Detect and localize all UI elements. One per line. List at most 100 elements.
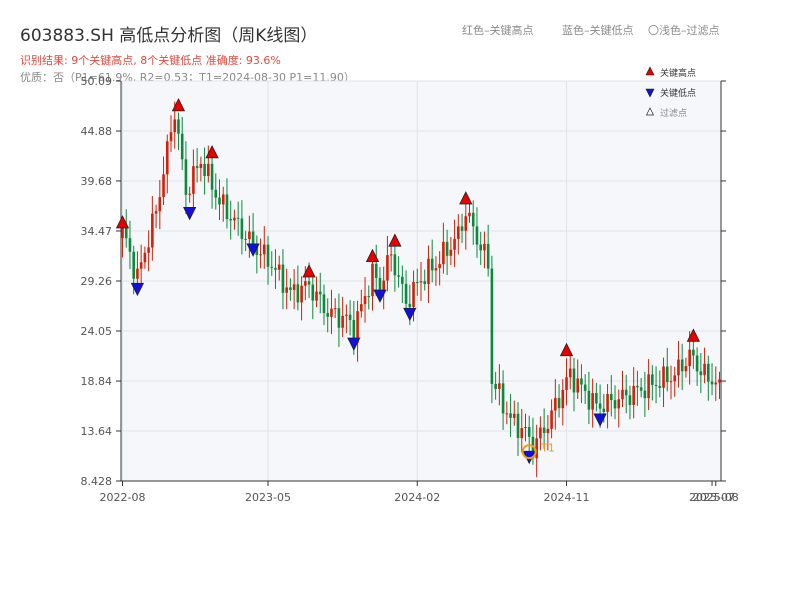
candle-body [333, 308, 337, 310]
candle-body [468, 212, 471, 217]
key-low-marker [246, 243, 260, 257]
candle-body [311, 284, 315, 301]
candle-body [162, 174, 165, 198]
candle-body [688, 349, 691, 367]
candle-body [651, 374, 654, 385]
candle-body [568, 368, 572, 378]
candle-body [572, 368, 576, 393]
candle-body [165, 141, 169, 175]
candle-body [475, 226, 479, 245]
candle-body [423, 281, 427, 285]
candle-body [576, 378, 580, 393]
chart-title: 603883.SH 高低点分析图（周K线图） [20, 26, 318, 46]
candle-body [557, 398, 561, 409]
candle-body [535, 438, 538, 459]
y-tick-label: 24.05 [81, 325, 113, 338]
candle-body [371, 263, 374, 297]
candle-body [595, 393, 598, 404]
candle-body [210, 163, 214, 190]
candle-body [457, 226, 460, 239]
candle-body [367, 296, 371, 298]
candle-body [244, 238, 247, 240]
x-tick-label: 2025-08 [693, 491, 739, 504]
candle-body [240, 218, 244, 239]
candle-body [427, 258, 430, 285]
candle-body [699, 371, 703, 376]
y-tick-label: 50.09 [81, 75, 113, 88]
candle-body [199, 164, 203, 169]
candle-body [397, 275, 400, 277]
candle-body [300, 285, 303, 303]
result-summary: 识别结果: 9个关键高点, 8个关键低点 准确度: 93.6% [20, 54, 281, 67]
candle-body [542, 427, 546, 434]
candle-body [143, 252, 147, 263]
candle-body [639, 387, 643, 391]
t1-label: T1 [540, 442, 555, 455]
candle-body [654, 384, 658, 386]
candle-body [124, 226, 128, 239]
legend-label: 关键低点 [660, 87, 696, 99]
key-low-marker [130, 282, 145, 297]
candle-body [363, 296, 367, 305]
candle-body [259, 254, 262, 256]
candle-body [479, 244, 482, 251]
candle-body [554, 398, 557, 411]
candle-body [158, 197, 162, 212]
candle-body [516, 413, 520, 439]
candle-body [356, 311, 359, 343]
candle-body [236, 217, 240, 219]
candle-body [262, 244, 266, 255]
candle-body [486, 243, 490, 269]
key-high-marker [115, 215, 130, 229]
legend-filtered: 〇浅色–过滤点 [648, 24, 720, 37]
candle-body [304, 281, 307, 286]
y-tick-label: 13.64 [81, 425, 113, 438]
key-low-marker [373, 289, 387, 303]
candle-body [647, 374, 650, 399]
legend-key-high: 红色–关键高点 [462, 24, 534, 37]
candle-body [341, 315, 344, 328]
candle-body [415, 282, 419, 284]
y-tick-label: 18.84 [81, 375, 113, 388]
candle-body [677, 359, 680, 376]
candle-body [378, 277, 382, 291]
candle-body [221, 194, 225, 205]
candle-body [587, 390, 591, 410]
key-high-marker [365, 248, 380, 263]
candle-body [195, 166, 199, 169]
candle-body [658, 385, 662, 388]
candle-body [509, 413, 512, 418]
candle-body [598, 403, 602, 409]
candle-body [139, 262, 143, 269]
key-high-marker [459, 191, 473, 205]
candle-body [393, 254, 397, 276]
legend-high-icon [645, 66, 655, 76]
candle-body [445, 241, 449, 256]
candle-body [401, 276, 404, 284]
candle-body [460, 226, 464, 231]
key-low-marker [403, 307, 417, 322]
candle-body [632, 385, 635, 405]
candle-body [524, 427, 527, 429]
candle-body [680, 359, 684, 372]
candle-body [539, 427, 542, 439]
candle-body [214, 189, 218, 198]
candle-body [561, 389, 565, 409]
candle-body [609, 393, 613, 401]
candle-body [225, 194, 229, 220]
candle-body [307, 281, 311, 285]
candle-body [386, 255, 389, 281]
candle-body [326, 313, 330, 317]
candle-body [695, 355, 699, 372]
key-high-marker [302, 264, 316, 278]
candle-body [565, 377, 568, 390]
key-low-marker [593, 413, 607, 427]
candle-body [382, 280, 385, 291]
x-tick-label: 2024-02 [394, 491, 440, 504]
candle-body [330, 308, 333, 317]
candle-body [296, 284, 300, 303]
candle-body [207, 163, 210, 177]
x-tick-label: 2024-11 [544, 491, 590, 504]
candle-body [662, 366, 665, 388]
y-tick-label: 34.47 [81, 225, 113, 238]
